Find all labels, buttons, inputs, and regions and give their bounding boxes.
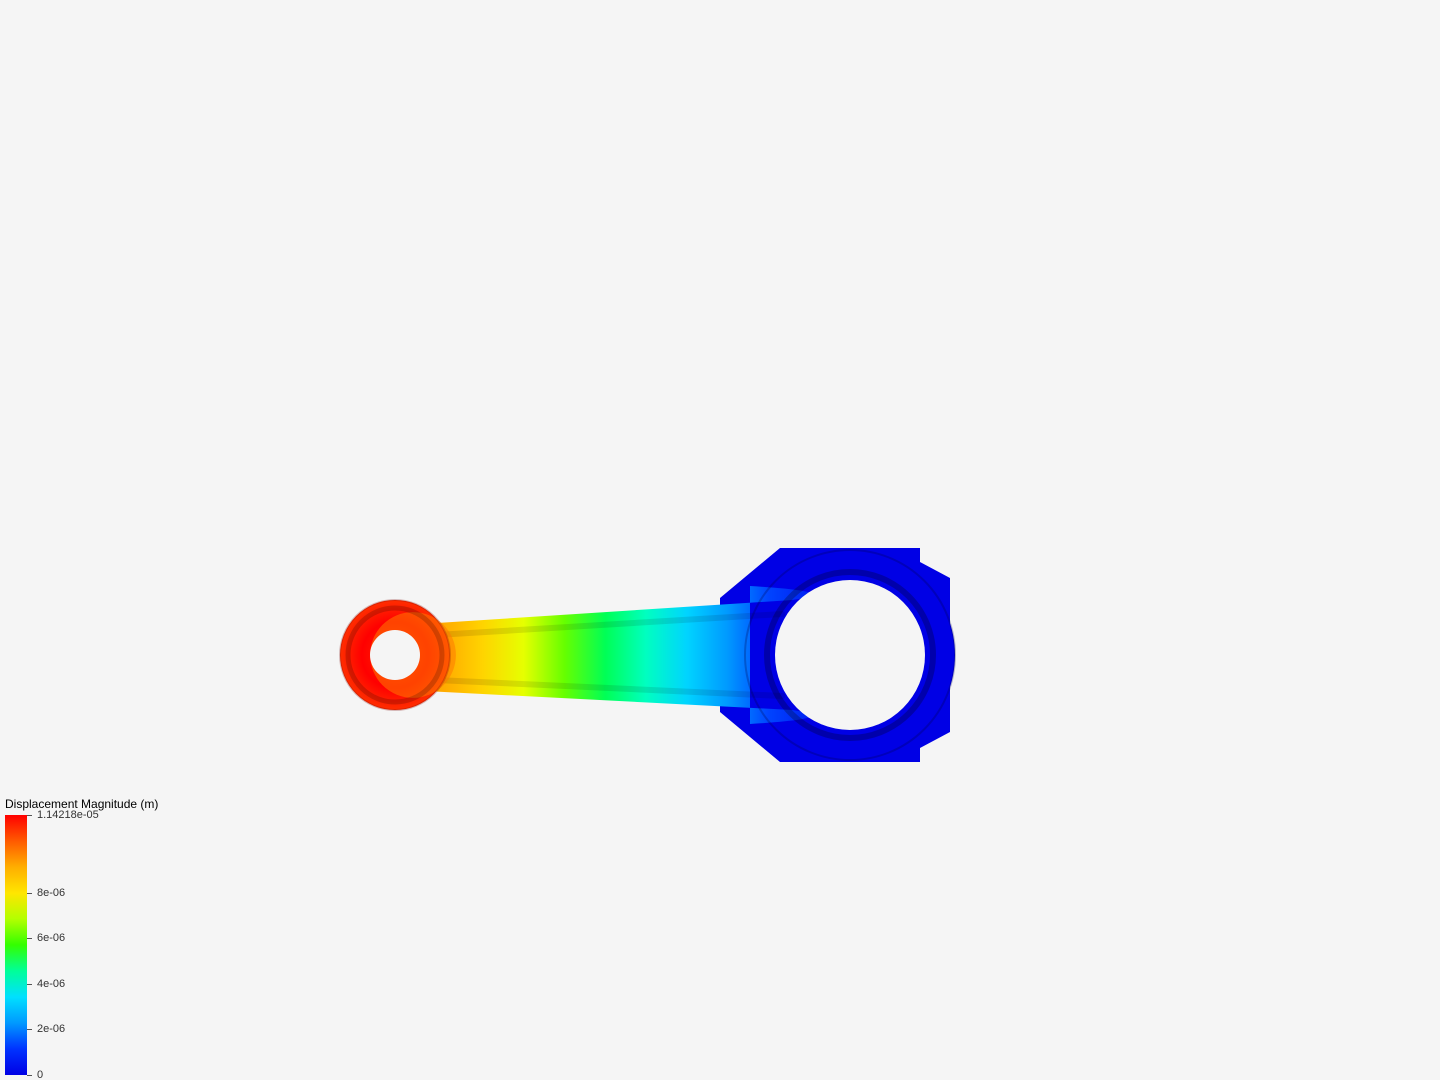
legend-tick: 6e-06	[29, 932, 65, 944]
legend-tick: 0	[29, 1069, 43, 1080]
legend-color-bar	[5, 815, 27, 1075]
legend-tick: 4e-06	[29, 978, 65, 990]
fea-result-figure	[330, 530, 970, 780]
legend-tick-label: 2e-06	[29, 1023, 65, 1035]
legend-tick-label: 8e-06	[29, 887, 65, 899]
legend-tick: 8e-06	[29, 887, 65, 899]
legend-tick-label: 0	[29, 1069, 43, 1080]
legend-tick-label: 6e-06	[29, 932, 65, 944]
color-legend: Displacement Magnitude (m) 1.14218e-058e…	[5, 797, 158, 1075]
legend-tick-label: 4e-06	[29, 978, 65, 990]
connecting-rod-contour	[330, 530, 970, 780]
simulation-viewport[interactable]: Displacement Magnitude (m) 1.14218e-058e…	[0, 0, 1440, 1080]
legend-tick-label: 1.14218e-05	[29, 809, 99, 821]
legend-tick: 2e-06	[29, 1023, 65, 1035]
legend-tick: 1.14218e-05	[29, 809, 99, 821]
legend-body: 1.14218e-058e-066e-064e-062e-060	[5, 815, 158, 1075]
